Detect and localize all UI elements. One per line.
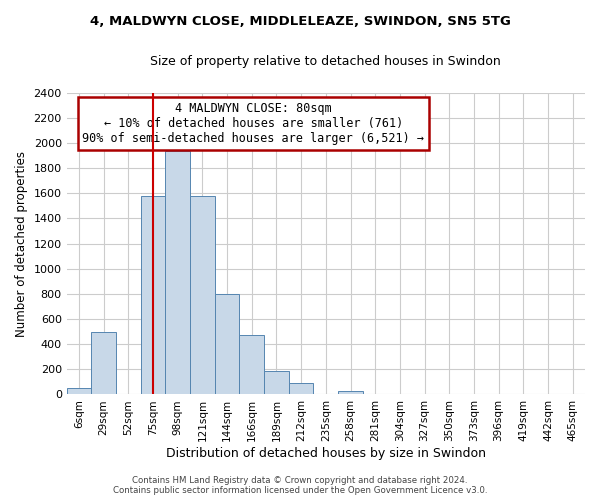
Bar (91, 332, 116, 394)
Bar (338, 390, 363, 394)
Text: Contains HM Land Registry data © Crown copyright and database right 2024.
Contai: Contains HM Land Registry data © Crown c… (113, 476, 487, 495)
Bar (166, 150, 190, 394)
Bar (215, 294, 239, 394)
Bar (190, 196, 215, 394)
Title: Size of property relative to detached houses in Swindon: Size of property relative to detached ho… (151, 55, 501, 68)
Bar (67, 388, 91, 394)
Bar (239, 335, 264, 394)
Bar (141, 196, 166, 394)
Text: 4 MALDWYN CLOSE: 80sqm
← 10% of detached houses are smaller (761)
90% of semi-de: 4 MALDWYN CLOSE: 80sqm ← 10% of detached… (82, 102, 424, 145)
Y-axis label: Number of detached properties: Number of detached properties (15, 150, 28, 336)
Text: 4, MALDWYN CLOSE, MIDDLELEAZE, SWINDON, SN5 5TG: 4, MALDWYN CLOSE, MIDDLELEAZE, SWINDON, … (89, 15, 511, 28)
Bar (264, 371, 289, 394)
X-axis label: Distribution of detached houses by size in Swindon: Distribution of detached houses by size … (166, 447, 486, 460)
Bar (289, 383, 313, 394)
